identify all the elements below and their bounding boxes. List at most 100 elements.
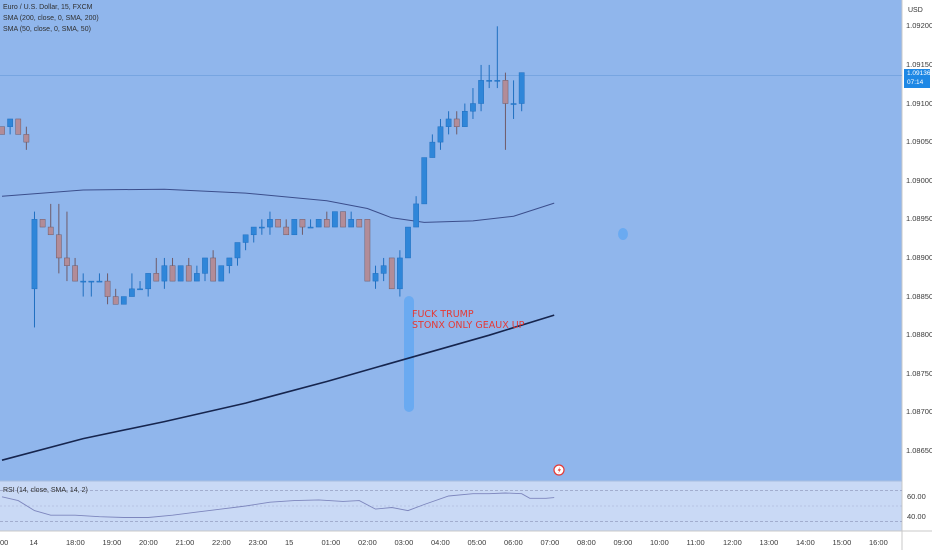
candle-body — [478, 80, 484, 104]
currency-label: USD — [908, 7, 923, 14]
candle-body — [445, 118, 452, 127]
annotation-line-2[interactable]: STONX ONLY GEAUX UP — [412, 320, 525, 331]
sma-50-line — [1, 188, 555, 223]
candle-body — [112, 296, 119, 305]
candle-body — [234, 242, 241, 259]
x-tick-label: 07:00 — [540, 538, 560, 547]
candle-body — [145, 273, 152, 290]
candle-body — [486, 80, 493, 82]
x-tick-label: 05:00 — [467, 538, 487, 547]
annotation-line-1[interactable]: FUCK TRUMP — [412, 309, 474, 320]
candle-body — [502, 80, 509, 104]
sma-200-line — [1, 314, 555, 461]
candle-body — [104, 280, 111, 297]
y-tick-label: 1.08950 — [906, 214, 932, 224]
y-tick-label: 1.09150 — [906, 59, 932, 69]
candle-body — [258, 226, 265, 229]
x-tick-label: 22:00 — [212, 538, 231, 547]
sma-50-legend: SMA (50, close, 0, SMA, 50) — [3, 26, 91, 33]
y-tick-label: 1.08750 — [906, 368, 932, 378]
y-tick-label: 1.08850 — [906, 291, 932, 301]
candle-body — [494, 80, 501, 82]
y-tick-label: 1.09200 — [906, 21, 932, 31]
y-tick-label: 1.08650 — [906, 445, 932, 455]
candle-body — [437, 126, 444, 143]
candle-body — [0, 126, 5, 135]
candle-body — [169, 265, 176, 282]
candle-body — [250, 226, 257, 236]
rsi-tick-60: 60.00 — [907, 492, 926, 501]
current-price-tag: 1.09136 07:14 — [904, 69, 931, 88]
candle-body — [421, 157, 428, 205]
candle-body — [120, 296, 127, 305]
rsi-legend: RSI (14, close, SMA, 14, 2) — [3, 487, 88, 494]
candle-body — [15, 118, 22, 135]
candle-body — [340, 211, 346, 228]
x-tick-label: 11:00 — [686, 538, 705, 547]
candle-body — [185, 265, 192, 282]
y-tick-label: 1.08700 — [906, 407, 932, 417]
price-axis-bg — [902, 0, 932, 550]
candle-body — [429, 141, 436, 158]
event-flash-glyph — [557, 466, 561, 474]
candle-body — [510, 103, 517, 105]
candle-body — [332, 211, 338, 228]
current-price-value: 1.09136 — [907, 70, 931, 77]
candle-body — [283, 226, 290, 236]
candle-body — [153, 273, 160, 282]
x-tick-label: 18:00 — [66, 538, 85, 547]
candle-body — [388, 257, 395, 290]
candle-body — [518, 72, 525, 104]
x-tick-label: 15:00 — [832, 538, 852, 547]
y-tick-label: 1.09050 — [906, 137, 932, 147]
candle-body — [453, 118, 460, 127]
time-axis-bg — [0, 531, 932, 550]
candle-body — [364, 219, 371, 282]
brush-dot — [618, 228, 628, 240]
candle-body — [177, 265, 184, 282]
x-tick-label: 13:00 — [759, 538, 779, 547]
candle-body — [64, 257, 70, 266]
x-tick-label: 02:00 — [358, 538, 377, 547]
candle-body — [129, 288, 135, 297]
candle-body — [275, 219, 281, 228]
candle-body — [210, 257, 216, 282]
y-tick-label: 1.09000 — [906, 175, 932, 185]
rsi-tick-40: 40.00 — [907, 512, 926, 521]
candle-body — [7, 118, 13, 127]
x-tick-label: 10:00 — [650, 538, 669, 547]
candle-body — [194, 273, 200, 282]
symbol-title: Euro / U.S. Dollar, 15, FXCM — [3, 4, 93, 11]
candle-body — [23, 134, 30, 143]
y-tick-label: 1.08900 — [906, 252, 932, 262]
candle-body — [461, 110, 468, 127]
candle-body — [356, 219, 363, 228]
candle-body — [291, 219, 298, 236]
candle-body — [88, 280, 95, 283]
candle-body — [218, 265, 225, 282]
x-tick-label: 15 — [285, 538, 294, 547]
x-tick-label: 09:00 — [613, 538, 633, 547]
x-tick-label: 00 — [0, 538, 9, 547]
sma-200-legend: SMA (200, close, 0, SMA, 200) — [3, 15, 99, 22]
candle-body — [299, 219, 306, 228]
candle-body — [80, 280, 87, 283]
candle-body — [55, 234, 62, 259]
x-tick-label: 16:00 — [869, 538, 888, 547]
candle-body — [307, 226, 314, 229]
x-tick-label: 08:00 — [577, 538, 596, 547]
candle-body — [323, 219, 330, 228]
x-tick-label: 06:00 — [504, 538, 523, 547]
candle-body — [137, 288, 143, 291]
candle-body — [405, 226, 411, 259]
x-tick-label: 14:00 — [796, 538, 815, 547]
candle-body — [202, 257, 208, 274]
candle-body — [315, 219, 322, 228]
candle-body — [413, 203, 419, 228]
candle-body — [96, 280, 103, 283]
candle-body — [372, 273, 379, 282]
x-tick-label: 20:00 — [139, 538, 158, 547]
x-tick-label: 23:00 — [248, 538, 268, 547]
